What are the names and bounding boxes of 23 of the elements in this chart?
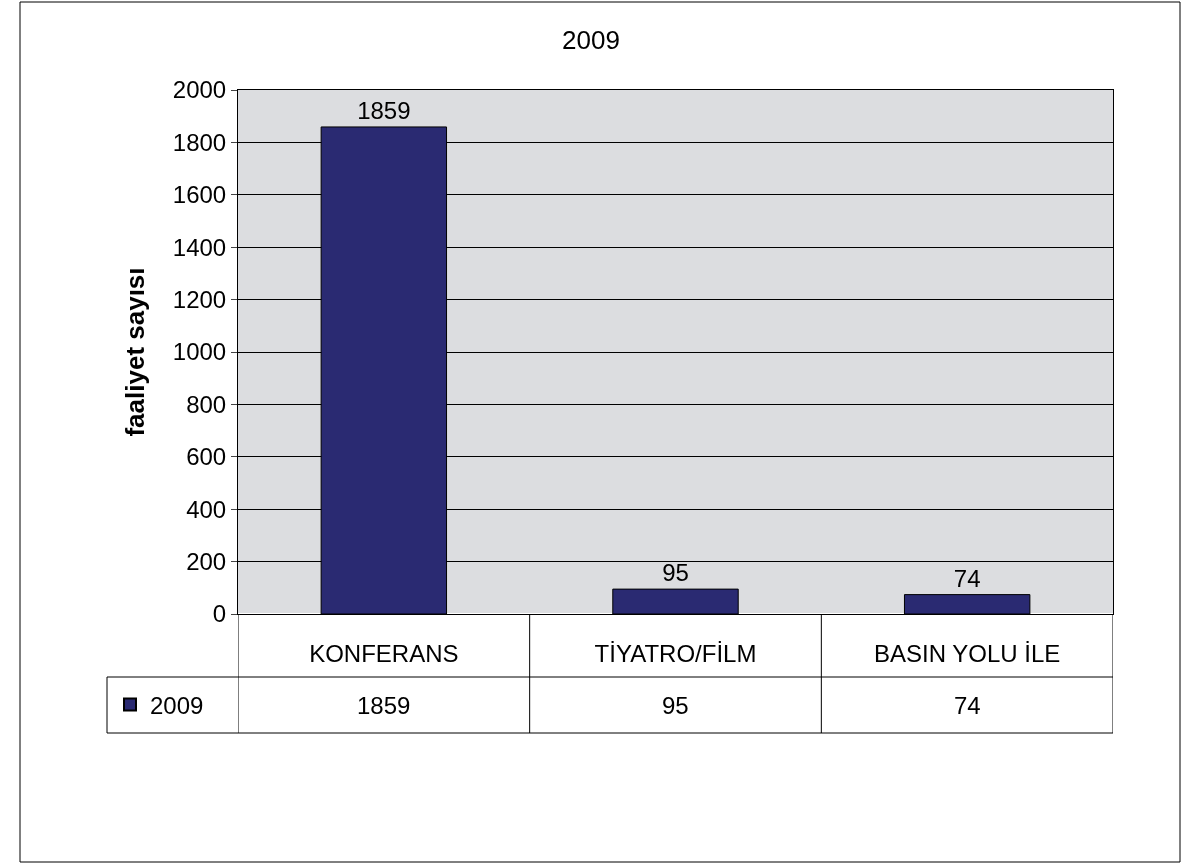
text: 1859 [357,692,411,719]
data-label: 1859 [357,96,411,124]
text: 74 [954,692,981,719]
legend-label: 2009 [150,691,204,719]
data-label: 74 [953,564,981,592]
data-label: 95 [662,559,689,587]
y-tick-label: 1200 [172,286,227,313]
x-tick-label: TİYATRO/FİLM [594,639,757,667]
y-tick-label: 200 [186,548,227,575]
y-tick-label: 400 [186,495,227,523]
y-tick-label: 1600 [172,181,227,209]
text: 95 [662,692,689,719]
y-tick-label: 1000 [172,338,227,366]
y-tick-label: 2000 [172,76,227,104]
y-axis-title: faaliyet sayısı [120,267,151,437]
y-tick-label: 800 [186,390,227,418]
chart-title: 2009 [562,25,620,56]
y-tick-label: 600 [186,443,227,471]
x-tick-label: BASIN YOLU İLE [874,639,1061,667]
y-tick-label: 1800 [172,128,227,156]
x-tick-label: KONFERANS [309,639,459,667]
y-tick-label: 0 [212,600,227,628]
y-tick-label: 1400 [172,233,227,261]
